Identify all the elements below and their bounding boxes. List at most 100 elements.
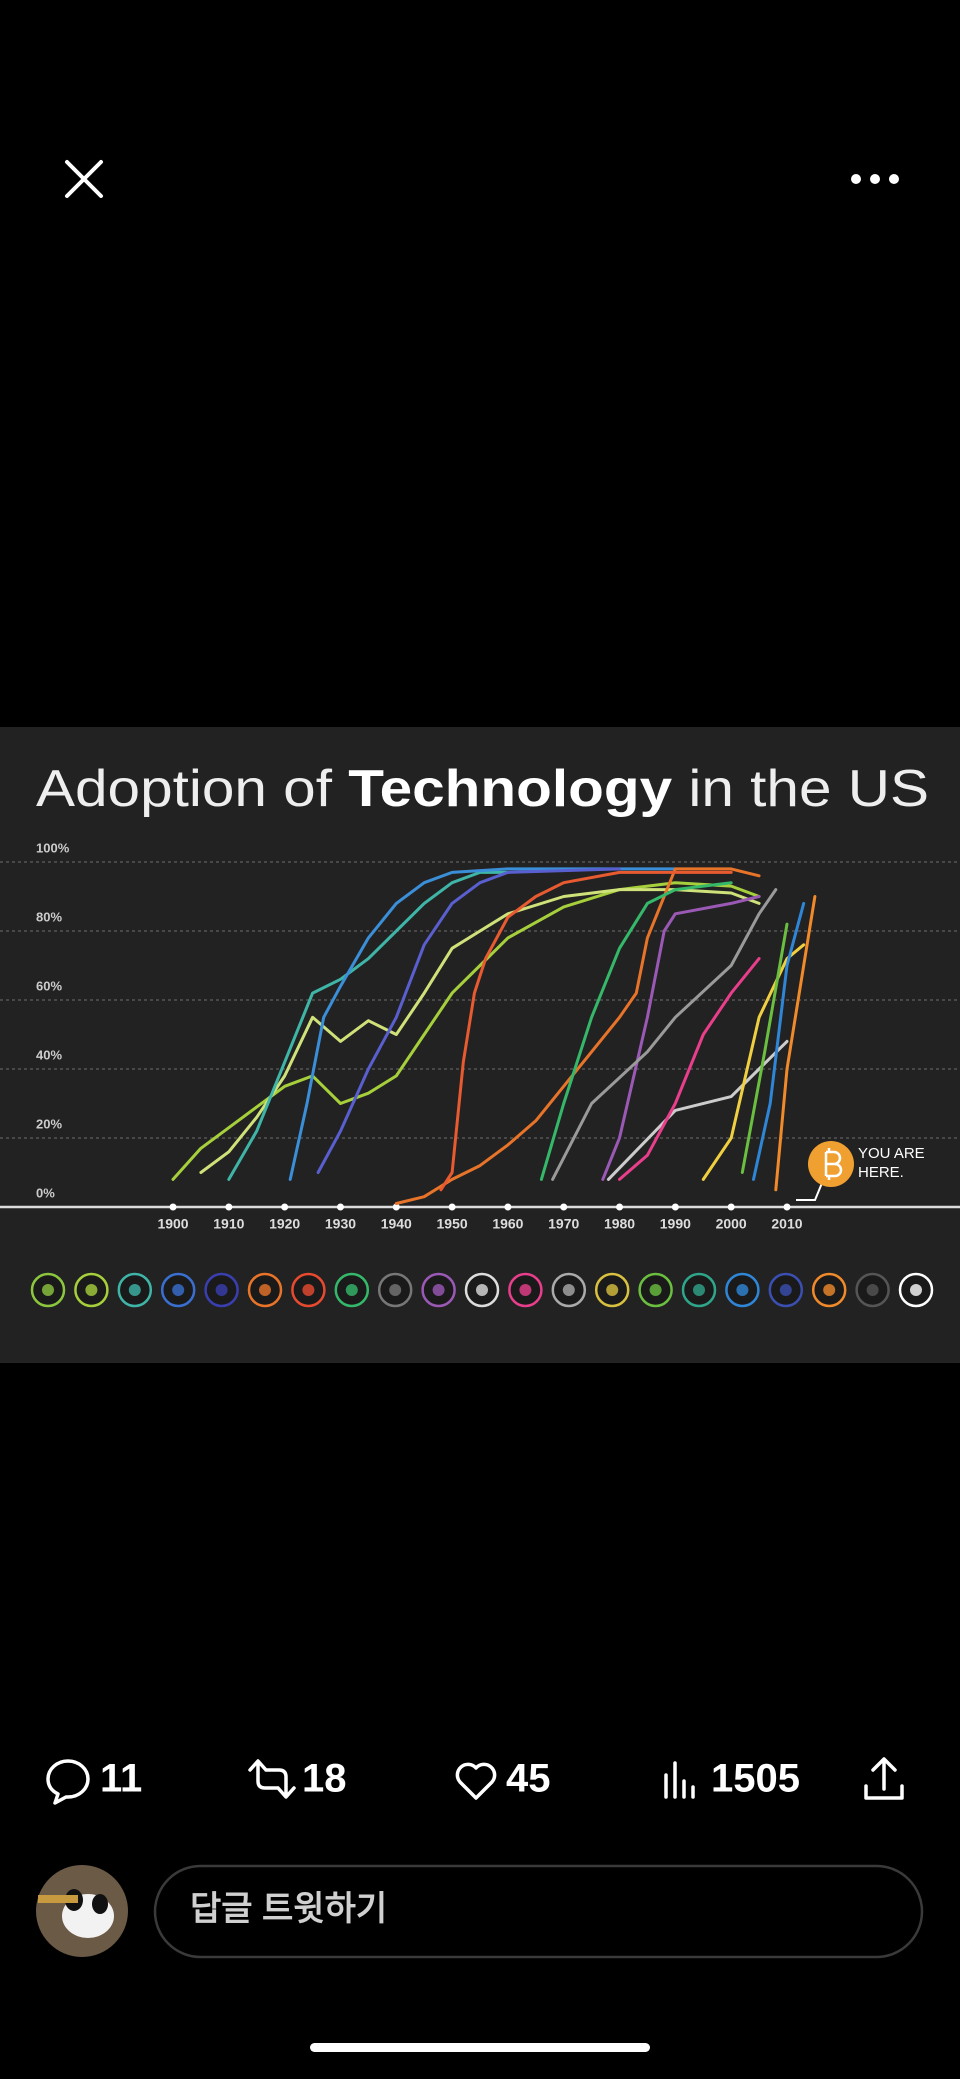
tech-icon-glyph — [736, 1284, 749, 1296]
series-line — [539, 881, 733, 1181]
tech-icon-glyph — [866, 1284, 879, 1296]
views-button[interactable]: 1505 — [664, 1757, 800, 1801]
x-tick-mark — [504, 1203, 512, 1211]
tech-icon-glyph — [128, 1284, 141, 1296]
title-part: Technology — [348, 760, 672, 818]
like-count: 45 — [506, 1757, 551, 1801]
x-tick-label: 1980 — [604, 1216, 635, 1232]
more-dot — [851, 174, 861, 184]
tech-icon-glyph — [606, 1284, 619, 1296]
reply-button[interactable]: 11 — [46, 1757, 142, 1805]
tech-icon-glyph — [823, 1284, 836, 1296]
x-tick-mark — [448, 1203, 456, 1211]
x-tick-label: 2010 — [771, 1216, 802, 1232]
you-are-here-marker: YOU ARE HERE. — [796, 1141, 925, 1201]
x-tick-label: 2000 — [716, 1216, 747, 1232]
title-part: Adoption of — [36, 760, 348, 818]
tech-icon-glyph — [302, 1284, 315, 1296]
series-line — [752, 901, 806, 1181]
icon-row — [30, 1272, 934, 1308]
like-icon — [455, 1762, 497, 1800]
views-count: 1505 — [711, 1757, 800, 1801]
marker-pointer — [796, 1182, 823, 1201]
x-tick-mark — [727, 1203, 735, 1211]
y-tick-label: 100% — [36, 840, 70, 855]
series-line — [606, 1039, 789, 1181]
x-tick-label: 1930 — [325, 1216, 356, 1232]
x-tick-mark — [336, 1203, 344, 1211]
x-tick-mark — [169, 1203, 177, 1211]
y-tick-label: 20% — [36, 1116, 62, 1131]
series-line — [199, 888, 761, 1174]
annotation: YOU ARE — [858, 1145, 925, 1162]
tech-icon-glyph — [172, 1284, 185, 1296]
title-part: in the US — [672, 760, 929, 818]
tech-icon-glyph — [649, 1284, 662, 1296]
x-tick-label: 1950 — [437, 1216, 468, 1232]
reply-placeholder: 답글 트윗하기 — [190, 1890, 387, 1928]
y-tick-label: 0% — [36, 1185, 55, 1200]
avatar[interactable] — [36, 1865, 128, 1957]
reply-input-box — [153, 1864, 924, 1959]
reply-count: 11 — [100, 1757, 142, 1801]
x-tick-mark — [225, 1203, 233, 1211]
tech-icon-glyph — [259, 1284, 271, 1296]
x-tick-mark — [671, 1203, 679, 1211]
x-tick-mark — [281, 1203, 289, 1211]
share-icon — [864, 1757, 904, 1800]
tech-icon-glyph — [215, 1284, 228, 1296]
series-line — [227, 870, 510, 1181]
tech-icon-glyph — [910, 1284, 922, 1296]
bitcoin-icon — [824, 1148, 843, 1180]
more-dot — [870, 174, 880, 184]
x-tick-label: 1990 — [660, 1216, 691, 1232]
x-tick-label: 1970 — [548, 1216, 579, 1232]
retweet-icon — [248, 1759, 296, 1799]
series-line — [439, 870, 733, 1192]
x-tick-mark — [616, 1203, 624, 1211]
tech-icon-glyph — [693, 1284, 705, 1296]
close-icon — [65, 160, 103, 198]
y-tick-label: 60% — [36, 978, 62, 993]
tech-icon-glyph — [562, 1284, 575, 1296]
x-tick-label: 1900 — [157, 1216, 188, 1232]
tech-icon-glyph — [345, 1284, 358, 1296]
more-dot — [889, 174, 899, 184]
retweet-button[interactable]: 18 — [248, 1757, 347, 1801]
x-tick-label: 1920 — [269, 1216, 300, 1232]
series-line — [701, 943, 806, 1181]
more-button[interactable] — [851, 174, 899, 184]
retweet-count: 18 — [302, 1757, 347, 1801]
chart-title: Adoption of Technology in the US — [36, 760, 929, 818]
chart-background — [0, 727, 960, 1363]
series-line — [551, 888, 778, 1181]
reply-icon — [46, 1759, 90, 1805]
series-line — [601, 895, 761, 1181]
x-tick-mark — [392, 1203, 400, 1211]
y-tick-label: 40% — [36, 1047, 62, 1062]
tech-icon-glyph — [85, 1284, 98, 1296]
views-icon — [664, 1761, 695, 1799]
reply-input[interactable]: 답글 트윗하기 — [153, 1864, 924, 1959]
annotation: HERE. — [858, 1164, 904, 1181]
avatar-panda — [92, 1894, 108, 1914]
avatar-detail — [38, 1895, 78, 1903]
x-tick-label: 1940 — [381, 1216, 412, 1232]
x-tick-mark — [560, 1203, 568, 1211]
series-line — [171, 881, 761, 1181]
like-button[interactable]: 45 — [455, 1757, 551, 1801]
series-line — [394, 867, 761, 1205]
share-button[interactable] — [864, 1757, 904, 1800]
tech-icon-glyph — [779, 1284, 792, 1296]
home-indicator — [310, 2043, 650, 2052]
x-tick-label: 1960 — [492, 1216, 523, 1232]
y-tick-label: 80% — [36, 909, 62, 924]
series-line — [618, 957, 761, 1181]
series-line — [774, 895, 817, 1192]
close-button[interactable] — [65, 160, 103, 198]
series-line — [288, 867, 677, 1181]
tech-icon-glyph — [519, 1284, 532, 1296]
tech-icon-glyph — [389, 1284, 402, 1296]
